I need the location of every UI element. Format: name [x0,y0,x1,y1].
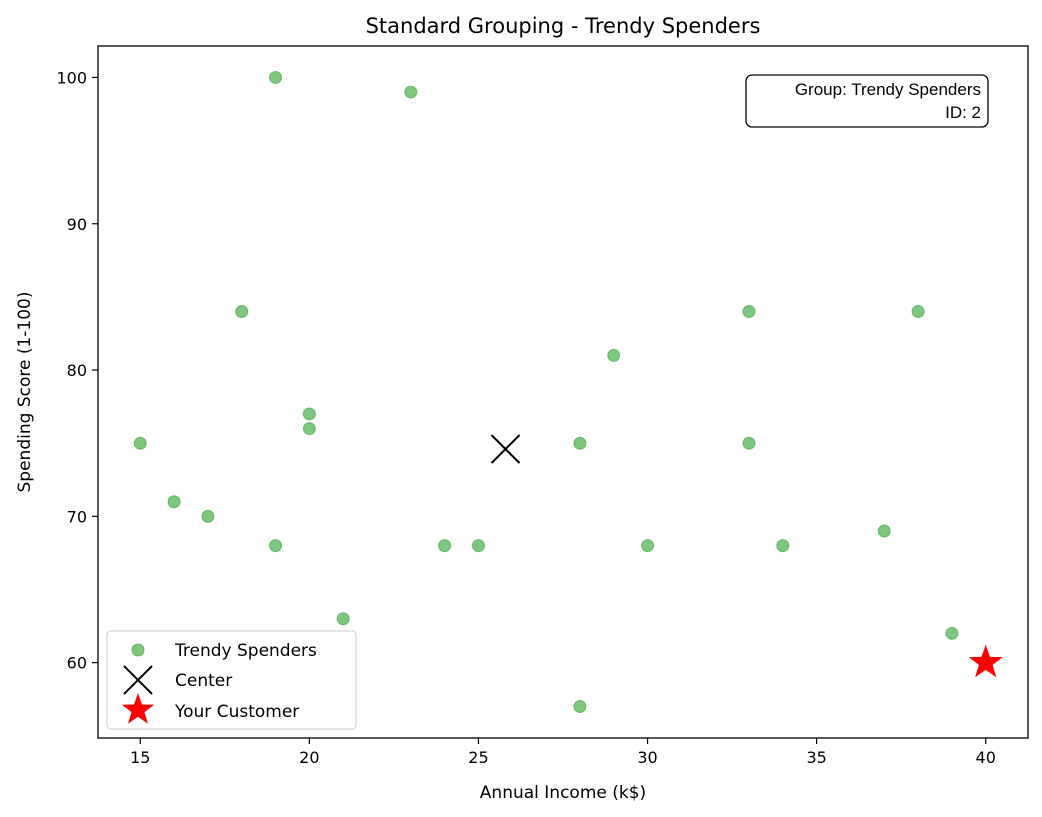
annotation-frame [745,74,989,128]
x-tick-label: 30 [637,748,657,767]
data-point [573,436,587,450]
chart-title: Standard Grouping - Trendy Spenders [366,14,761,38]
data-point [573,700,587,714]
y-tick-label: 80 [67,361,87,380]
plot-frame [97,45,1029,739]
data-point [438,539,452,553]
y-tick-label: 70 [67,507,87,526]
y-tick-label: 100 [56,68,87,87]
annotation-box: Group: Trendy Spenders ID: 2 [745,74,989,128]
data-point [877,524,891,538]
data-point [201,509,215,523]
y-tick-label: 90 [67,215,87,234]
data-point [742,436,756,450]
data-point [471,539,485,553]
x-tick-label: 20 [299,748,319,767]
y-tick-label: 60 [67,654,87,673]
data-point [302,407,316,421]
data-point [269,539,283,553]
legend-label-trendy: Trendy Spenders [174,641,317,661]
x-axis-ticks: 15 20 25 30 35 40 [130,738,996,767]
annotation-id: ID: 2 [945,103,981,122]
customer-marker [968,644,1003,678]
center-marker [490,434,521,464]
data-point [302,422,316,436]
data-point [641,539,655,553]
data-points [133,70,1003,714]
x-axis-label: Annual Income (k$) [480,783,646,803]
data-point [235,305,249,319]
data-point [133,436,147,450]
legend-marker-customer [121,693,155,724]
x-tick-label: 35 [806,748,826,767]
data-point [336,612,350,626]
legend-marker-trendy [131,643,145,657]
y-axis-ticks: 60 70 80 90 100 [56,68,98,673]
legend-frame [106,630,357,730]
data-point [167,495,181,509]
y-axis-label: Spending Score (1-100) [15,292,35,493]
data-point [404,85,418,99]
data-point [269,70,283,84]
legend-marker-center [123,665,153,695]
x-tick-label: 25 [468,748,488,767]
data-point [945,626,959,640]
data-point [742,305,756,319]
annotation-group: Group: Trendy Spenders [795,80,981,99]
legend: Trendy Spenders Center Your Customer [106,630,357,730]
x-tick-label: 40 [976,748,996,767]
legend-label-center: Center [175,671,232,691]
data-point [607,348,621,362]
data-point [776,539,790,553]
x-tick-label: 15 [130,748,150,767]
legend-label-customer: Your Customer [174,702,299,722]
data-point [911,305,925,319]
